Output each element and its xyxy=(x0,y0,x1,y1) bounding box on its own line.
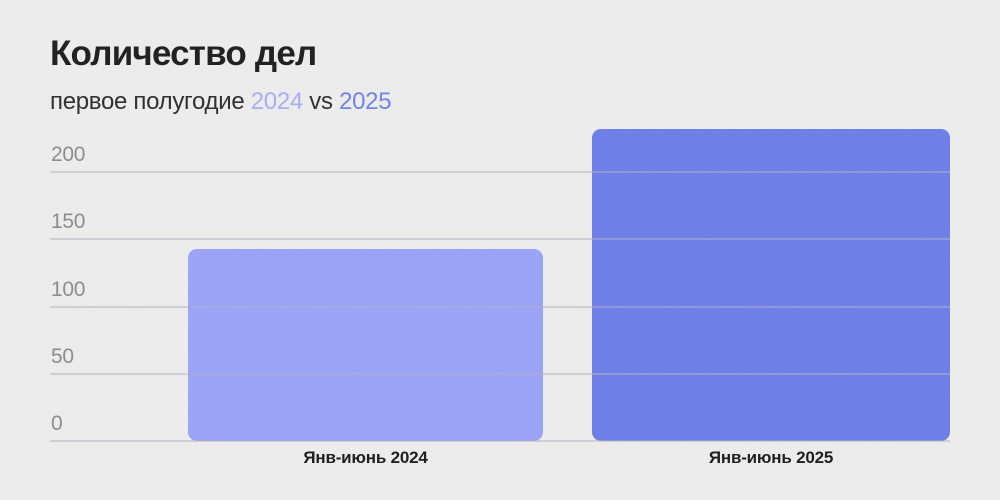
x-category-label: Янв-июнь 2024 xyxy=(303,448,428,467)
bar-янв-июнь-2024 xyxy=(188,249,543,441)
x-category-label: Янв-июнь 2025 xyxy=(708,448,834,467)
y-tick-label-50: 50 xyxy=(51,344,74,368)
gridline-150 xyxy=(50,238,950,241)
bar-янв-июнь-2025 xyxy=(592,129,950,441)
gridline-0 xyxy=(50,440,950,442)
y-tick-label-100: 100 xyxy=(51,277,86,301)
gridline-200 xyxy=(50,171,950,173)
y-tick-label-0: 0 xyxy=(51,412,63,435)
y-tick-label-200: 200 xyxy=(51,143,86,166)
y-tick-label-150: 150 xyxy=(51,210,86,234)
gridline-50 xyxy=(50,372,950,375)
gridline-100 xyxy=(50,305,950,308)
